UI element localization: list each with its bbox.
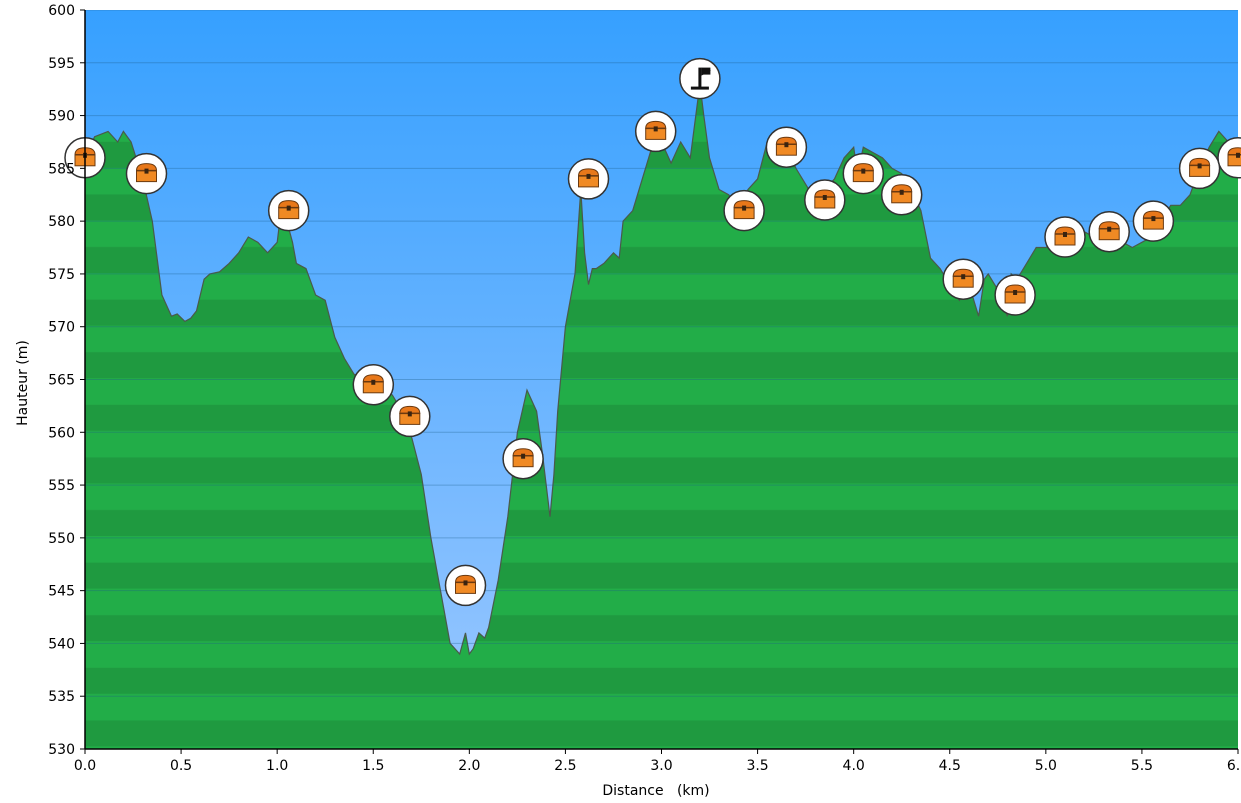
treasure-chest-icon (733, 200, 755, 220)
y-tick-label: 565 (48, 373, 75, 389)
waypoint-marker[interactable] (567, 158, 610, 200)
waypoint-marker[interactable] (804, 179, 846, 221)
treasure-chest-icon (891, 184, 913, 204)
treasure-chest-icon (454, 574, 477, 594)
treasure-chest-icon (1142, 210, 1164, 230)
y-tick-label: 595 (48, 56, 75, 72)
y-tick-label: 600 (48, 3, 75, 19)
waypoint-marker[interactable] (765, 126, 808, 168)
x-tick-label: 6.0 (1227, 758, 1241, 774)
y-tick-label: 560 (48, 425, 75, 441)
y-tick-label: 585 (48, 161, 75, 177)
x-tick-label: 3.5 (746, 758, 768, 774)
treasure-chest-icon (775, 136, 797, 156)
y-tick-label: 580 (48, 214, 75, 230)
waypoint-marker[interactable] (1132, 200, 1175, 242)
terrain-area (85, 83, 1238, 749)
treasure-chest-icon (362, 374, 384, 394)
x-tick-label: 1.0 (266, 758, 288, 774)
treasure-chest-icon (852, 163, 874, 183)
y-tick-label: 555 (48, 478, 75, 494)
y-tick-label: 540 (48, 636, 75, 652)
y-tick-label: 545 (48, 584, 75, 600)
waypoint-marker[interactable] (1088, 210, 1130, 253)
treasure-chest-icon (1189, 157, 1211, 177)
treasure-chest-icon (1227, 147, 1241, 167)
x-tick-label: 2.0 (458, 758, 480, 774)
x-tick-label: 2.5 (554, 758, 576, 774)
treasure-chest-icon (1004, 284, 1026, 304)
waypoint-marker[interactable] (389, 395, 431, 438)
flag-icon (690, 67, 711, 90)
y-axis-title: Hauteur (m) (15, 340, 31, 426)
x-tick-label: 4.5 (939, 758, 961, 774)
y-tick-label: 535 (48, 689, 75, 705)
treasure-chest-icon (135, 163, 158, 183)
y-tick-label: 590 (48, 109, 75, 125)
waypoint-marker[interactable] (1217, 137, 1241, 179)
waypoint-marker[interactable] (942, 258, 984, 300)
waypoint-marker[interactable] (679, 57, 721, 100)
y-tick-label: 530 (48, 742, 75, 758)
y-tick-label: 575 (48, 267, 75, 283)
waypoint-marker[interactable] (444, 564, 487, 607)
x-tick-label: 4.0 (843, 758, 865, 774)
waypoint-marker[interactable] (502, 437, 544, 480)
treasure-chest-icon (577, 168, 600, 188)
treasure-chest-icon (952, 268, 974, 288)
x-tick-label: 0.0 (74, 758, 96, 774)
waypoint-marker[interactable] (723, 189, 765, 232)
x-tick-label: 0.5 (170, 758, 192, 774)
y-tick-label: 550 (48, 531, 75, 547)
y-tick-label: 570 (48, 320, 75, 336)
treasure-chest-icon (399, 405, 421, 425)
x-tick-label: 5.0 (1035, 758, 1057, 774)
waypoint-marker[interactable] (1044, 216, 1086, 258)
x-axis-title: Distance (km) (602, 783, 709, 799)
waypoint-marker[interactable] (634, 110, 677, 153)
waypoint-marker[interactable] (1178, 147, 1221, 190)
waypoint-marker[interactable] (842, 152, 885, 195)
waypoint-marker[interactable] (267, 189, 310, 232)
treasure-chest-icon (645, 120, 667, 140)
waypoint-marker[interactable] (125, 152, 168, 195)
treasure-chest-icon (1098, 221, 1120, 241)
treasure-chest-icon (278, 200, 300, 220)
treasure-chest-icon (814, 189, 836, 209)
waypoint-marker[interactable] (880, 174, 923, 216)
x-tick-label: 5.5 (1131, 758, 1153, 774)
waypoint-marker[interactable] (352, 364, 395, 406)
treasure-chest-icon (1054, 226, 1076, 246)
waypoint-marker[interactable] (994, 274, 1036, 316)
x-tick-label: 1.5 (362, 758, 384, 774)
treasure-chest-icon (512, 448, 534, 468)
x-tick-label: 3.0 (650, 758, 672, 774)
